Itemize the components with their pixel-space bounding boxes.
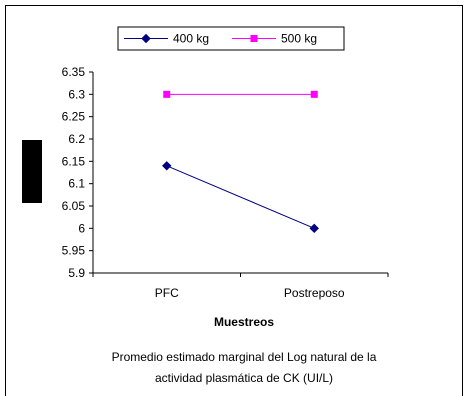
y-tick-label: 5.95 <box>62 244 86 258</box>
y-tick-label: 6 <box>78 221 85 235</box>
x-tick-label: PFC <box>155 286 179 300</box>
legend-box <box>117 26 345 51</box>
y-tick-label: 5.9 <box>68 266 85 280</box>
data-point <box>310 90 318 98</box>
y-tick-label: 6.35 <box>62 65 86 79</box>
y-tick-label: 6.15 <box>62 154 86 168</box>
y-tick-label: 6.05 <box>62 199 86 213</box>
x-ticks: PFC Postreposo <box>92 273 389 300</box>
x-axis-label: Muestreos <box>214 315 274 329</box>
data-point <box>163 90 171 98</box>
footnote-line-1: Promedio estimado marginal del Log natur… <box>112 350 377 364</box>
legend-item: 400 kg <box>124 32 209 46</box>
y-tick-label: 6.25 <box>62 110 86 124</box>
chart-frame <box>5 5 463 396</box>
series-line <box>166 165 315 229</box>
y-axis-label-block <box>22 140 42 203</box>
legend: 400 kg 500 kg <box>117 26 345 51</box>
data-point <box>162 161 172 171</box>
legend-label: 500 kg <box>281 32 317 46</box>
y-ticks: 6.35 6.3 6.25 6.2 6.15 6.1 6.05 6 5.95 5.9 <box>62 65 93 280</box>
series-1 <box>162 161 319 234</box>
footnote-line-2: actividad plasmática de CK (UI/L) <box>155 371 333 385</box>
y-tick-label: 6.2 <box>68 132 85 146</box>
series-layer <box>162 90 319 234</box>
legend-marker <box>141 33 151 44</box>
legend-label: 400 kg <box>173 32 209 46</box>
series-2 <box>163 90 318 98</box>
y-tick-label: 6.1 <box>68 177 85 191</box>
legend-item: 500 kg <box>232 32 317 46</box>
x-tick-label: Postreposo <box>284 286 345 300</box>
data-point <box>309 223 319 234</box>
y-tick-label: 6.3 <box>68 87 85 101</box>
legend-marker <box>250 35 258 42</box>
